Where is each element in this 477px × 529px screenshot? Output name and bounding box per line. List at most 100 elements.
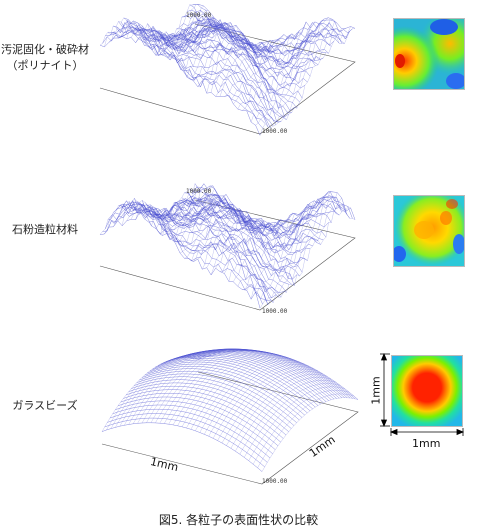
row3-surface-plot	[101, 348, 359, 485]
mesh-line	[144, 201, 240, 227]
row1-surface-plot	[99, 4, 356, 136]
mesh-line	[212, 364, 310, 439]
mesh-line	[195, 356, 292, 431]
mesh-line	[118, 201, 279, 298]
mesh-line	[157, 24, 253, 58]
mesh-line	[122, 15, 218, 47]
mesh-line	[228, 196, 325, 282]
mesh-line	[255, 26, 351, 126]
mesh-line	[210, 21, 307, 93]
row3-mesh	[101, 348, 359, 472]
mesh-line	[115, 353, 212, 428]
mesh-line	[146, 348, 243, 423]
mesh-line	[115, 22, 276, 125]
mesh-line	[202, 32, 298, 81]
mesh-line	[226, 371, 323, 446]
heatmap-x-dimension: 1mm	[412, 437, 441, 450]
mesh-line	[221, 368, 319, 444]
row2-axis-bottom: 1000.00	[262, 308, 288, 315]
mesh-line	[242, 21, 338, 111]
row2-heatmap	[393, 195, 465, 267]
mesh-line	[215, 203, 311, 269]
row1-mesh	[99, 4, 356, 136]
row2-mesh	[99, 183, 356, 309]
mesh-line	[215, 27, 311, 97]
mesh-line	[101, 357, 199, 432]
mesh-line	[230, 374, 327, 449]
mesh-line	[237, 19, 333, 110]
mesh-line	[219, 202, 316, 272]
mesh-line	[204, 360, 301, 435]
mesh-line	[255, 203, 351, 302]
mesh-line	[99, 4, 196, 46]
mesh-line	[237, 191, 333, 287]
row1-label: 汚泥固化・破砕材 （ポリナイト）	[0, 42, 90, 74]
mesh-line	[150, 348, 247, 423]
mesh-line	[119, 352, 216, 427]
mesh-line	[228, 18, 325, 100]
mesh-line	[125, 385, 287, 436]
mesh-line	[131, 379, 292, 429]
mesh-line	[166, 23, 262, 64]
mesh-line	[108, 5, 204, 43]
mesh-line	[188, 34, 285, 81]
row2-label: 石粉造粒材料	[0, 222, 90, 238]
row2-bounding-box	[99, 199, 356, 311]
mesh-line	[157, 199, 253, 236]
mesh-line	[239, 380, 336, 455]
row3-axis-bottom: 1000.00	[262, 478, 288, 485]
mesh-line	[206, 211, 302, 268]
row1-bounding-box	[99, 23, 356, 135]
heatmap-dimension-lines	[380, 352, 465, 436]
mesh-line	[257, 393, 354, 468]
row2-label-line1: 石粉造粒材料	[12, 223, 78, 236]
mesh-line	[162, 198, 258, 242]
row1-label-line1: 汚泥固化・破砕材	[1, 43, 89, 56]
mesh-line	[224, 198, 320, 274]
mesh-line	[172, 350, 270, 425]
mesh-line	[235, 377, 332, 452]
mesh-line	[117, 185, 213, 221]
row2-surface-plot	[99, 183, 356, 311]
mesh-line	[210, 206, 307, 276]
heatmap-y-dimension: 1mm	[369, 376, 383, 405]
mesh-line	[126, 194, 222, 222]
mesh-line	[179, 213, 276, 254]
mesh-line	[99, 211, 261, 309]
mesh-line	[233, 191, 329, 282]
mesh-line	[259, 209, 356, 309]
mesh-line	[113, 9, 209, 42]
mesh-line	[261, 397, 359, 472]
mesh-line	[252, 390, 350, 465]
mesh-line	[166, 204, 262, 242]
mesh-line	[233, 17, 329, 105]
mesh-line	[224, 23, 320, 97]
row2-axis-top: 1000.00	[186, 188, 212, 195]
mesh-line	[259, 28, 356, 136]
mesh-line	[219, 21, 316, 97]
mesh-line	[244, 383, 341, 458]
mesh-line	[199, 358, 296, 433]
mesh-line	[184, 214, 280, 259]
mesh-line	[168, 350, 265, 425]
mesh-line	[135, 21, 231, 46]
mesh-line	[248, 386, 345, 461]
mesh-line	[126, 204, 287, 293]
row1-label-line2: （ポリナイト）	[6, 59, 84, 72]
mesh-line	[190, 355, 287, 430]
mesh-line	[186, 353, 283, 429]
mesh-line	[250, 201, 347, 300]
mesh-line	[164, 349, 261, 424]
row3-bounding-box	[101, 371, 359, 485]
mesh-line	[148, 200, 245, 231]
figure-caption: 図5. 各粒子の表面性状の比較	[158, 513, 319, 527]
mesh-line	[104, 417, 265, 468]
mesh-line	[128, 382, 289, 432]
mesh-line	[170, 208, 267, 247]
mesh-line	[246, 196, 342, 293]
row1-axis-bottom: 1000.00	[262, 128, 288, 135]
mesh-line	[188, 220, 285, 262]
mesh-line	[202, 212, 298, 270]
mesh-line	[110, 354, 207, 429]
row3-heatmap	[391, 355, 463, 427]
